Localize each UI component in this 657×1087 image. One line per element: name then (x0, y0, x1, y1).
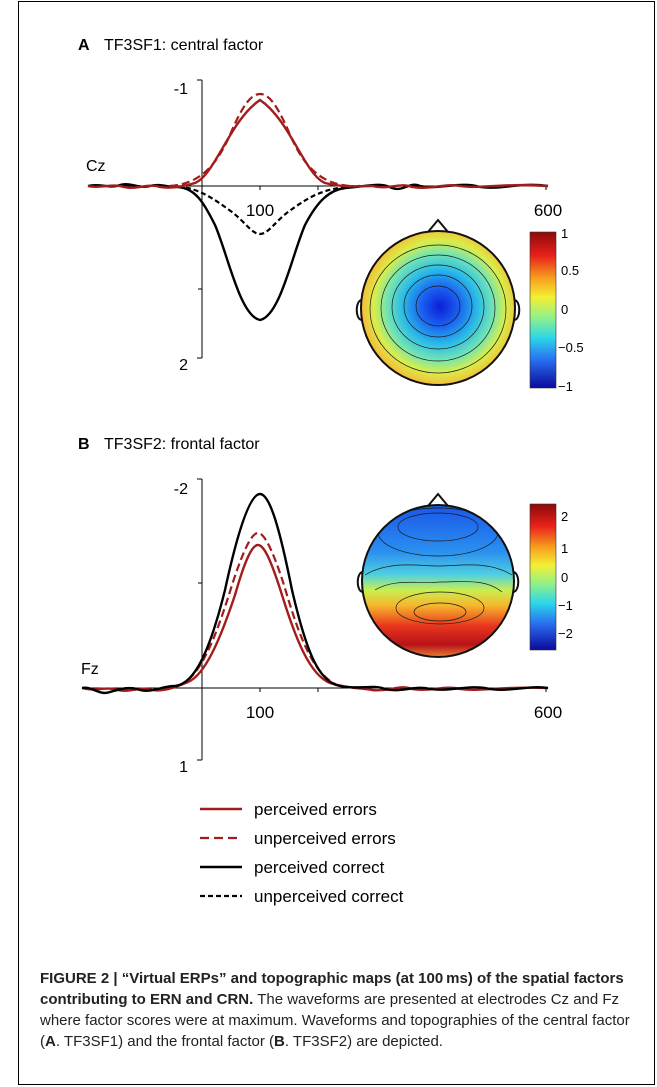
panel-a-xtick-600: 600 (534, 201, 562, 220)
panel-b-title: TF3SF2: frontal factor (104, 436, 260, 453)
panel-b-letter: B (78, 436, 90, 453)
panel-a-cbar-tick-1: 0.5 (561, 263, 579, 278)
panel-a-electrode: Cz (86, 158, 106, 175)
panel-a-ytick-top: -1 (174, 81, 188, 98)
panel-b-cbar-tick-0: 2 (561, 509, 568, 524)
panel-b-series-unperceived-errors (177, 531, 341, 688)
panel-a-series-perceived-errors (87, 98, 549, 189)
panel-b-colorbar (529, 503, 557, 651)
panel-a-colorbar (529, 231, 557, 389)
panel-b-cbar-tick-1: 1 (561, 541, 568, 556)
panel-a-title: TF3SF1: central factor (104, 37, 264, 54)
panel-b-xtick-100: 100 (246, 703, 274, 722)
legend-label-perceived-errors: perceived errors (254, 800, 377, 819)
panel-a-cbar-tick-2: 0 (561, 302, 568, 317)
figure-canvas: A TF3SF1: central factor Cz -1 2 100 600 (78, 37, 584, 906)
panel-b-electrode: Fz (81, 661, 99, 678)
panel-b-cbar-tick-4: −2 (558, 626, 573, 641)
panel-a-ytick-bottom: 2 (179, 357, 188, 374)
panel-a-xtick-100: 100 (246, 201, 274, 220)
panel-a-cbar-tick-3: −0.5 (558, 340, 584, 355)
panel-a-letter: A (78, 37, 90, 54)
caption-end: . TF3SF2) are depicted. (284, 1033, 443, 1050)
caption-body1: The waveforms are presented at electrode… (40, 991, 630, 1050)
caption-mid: . TF3SF1) and the frontal factor ( (55, 1033, 274, 1050)
panel-b-ytick-top: -2 (174, 481, 188, 498)
panel-a-series-unperceived-correct (169, 184, 361, 236)
panel-b-cbar-tick-2: 0 (561, 570, 568, 585)
panel-b-ytick-bottom: 1 (179, 759, 188, 776)
caption-b: B (274, 1033, 285, 1050)
panel-b-topomap (356, 492, 520, 658)
panel-a-cbar-tick-0: 1 (561, 226, 568, 241)
panel-b-cbar-tick-3: −1 (558, 598, 573, 613)
panel-a-topomap (355, 218, 521, 386)
legend-label-unperceived-correct: unperceived correct (254, 887, 404, 906)
panel-b-series-perceived-correct (81, 492, 549, 695)
legend-label-perceived-correct: perceived correct (254, 858, 385, 877)
caption-label: FIGURE 2 | “Virtual ERPs” and topographi… (40, 970, 624, 1008)
legend-label-unperceived-errors: unperceived errors (254, 829, 396, 848)
panel-b-xtick-600: 600 (534, 703, 562, 722)
figure-frame (18, 1, 655, 1085)
figure-caption: FIGURE 2 | “Virtual ERPs” and topographi… (40, 968, 640, 1052)
legend (200, 807, 242, 898)
panel-a-series-unperceived-errors (169, 92, 351, 188)
caption-a: A (45, 1033, 56, 1050)
panel-a-cbar-tick-4: −1 (558, 379, 573, 394)
